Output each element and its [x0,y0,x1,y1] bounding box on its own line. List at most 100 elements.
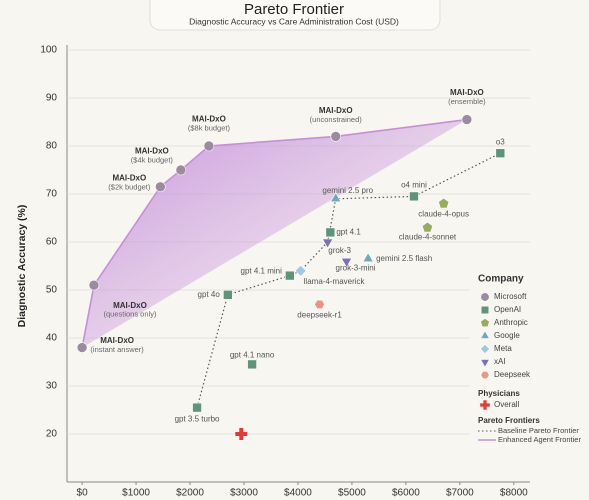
y-tick-label: 100 [40,45,57,56]
y-axis-label: Diagnostic Accuracy (%) [16,205,28,328]
legend-marker [480,317,490,328]
point-label: grok-3-mini [336,263,376,272]
marker [235,428,248,440]
marker [438,197,450,209]
legend-label: Anthropic [494,318,528,327]
point-label: gpt 4.1 mini [241,267,283,276]
y-tick-label: 70 [46,189,58,200]
y-tick-label: 50 [46,285,58,296]
point-label: gpt 4.1 [336,228,361,237]
marker [203,140,215,152]
marker [480,400,490,410]
point-label: gemini 2.5 flash [376,254,432,263]
frontier-fill [82,119,467,348]
series: claude-4-opus claude-4-sonnet [399,197,469,242]
y-tick-label: 20 [46,429,58,440]
x-tick-label: $2000 [176,488,204,499]
legend-label: Deepseek [494,370,531,379]
legend-section-title: Physicians [478,389,520,398]
legend-marker [480,371,490,379]
point-sublabel: ($4k budget) [131,155,174,164]
point-label: gemini 2.5 pro [322,186,373,195]
series: gemini 2.5 pro gemini 2.5 flash [322,186,432,263]
marker [314,299,325,310]
legend-marker [479,343,491,355]
y-tick-label: 80 [46,141,58,152]
marker [76,342,88,353]
legend-marker [480,359,490,368]
legend-title: Company [478,274,524,285]
legend-label: Overall [494,400,520,409]
chart-title: Pareto Frontier [244,1,344,18]
series: grok-3 grok-3-mini [321,238,376,272]
legend-label: Microsoft [494,292,527,301]
marker [495,148,506,158]
y-tick-label: 60 [46,237,58,248]
marker [294,264,307,277]
marker [461,114,473,125]
point-label: MAI-DxO [319,106,353,115]
legend-label: OpenAI [494,305,521,314]
series: deepseek-r1 [297,299,342,320]
marker [340,257,353,268]
marker [88,279,100,291]
marker [325,227,336,238]
point-label: claude-4-sonnet [399,233,457,242]
y-tick-label: 90 [46,93,58,104]
y-tick-label: 30 [46,381,58,392]
x-tick-label: $5000 [338,488,366,499]
x-tick-label: $8000 [500,488,528,499]
point-label: gpt 4o [198,290,221,299]
chart-subtitle: Diagnostic Accuracy vs Care Administrati… [189,16,399,26]
plot-area: MAI-DxO(instant answer)MAI-DxO(questions… [76,88,506,440]
legend-label: Baseline Pareto Frontier [498,426,579,435]
x-tick-label: $7000 [446,488,474,499]
point-label: MAI-DxO [112,173,146,182]
point-label: o4 mini [401,181,427,190]
legend-section-title: Pareto Frontiers [478,416,540,425]
y-tick-label: 40 [46,333,58,344]
marker [285,270,295,281]
legend-label: Meta [494,344,512,353]
point-label: MAI-DxO [192,115,226,124]
marker [330,192,342,203]
point-label: MAI-DxO [100,336,134,345]
point-label: gpt 3.5 turbo [175,415,220,424]
point-sublabel: ($2k budget) [108,182,151,191]
point-label: grok-3 [328,246,351,255]
title-box [149,0,441,31]
point-label: MAI-DxO [135,147,169,156]
marker [192,402,202,413]
point-label: deepseek-r1 [297,311,342,320]
legend-label: xAI [494,357,506,366]
point-label: MAI-DxO [450,88,484,97]
series: gpt 3.5 turbo gpt 4o gpt 4.1 nano gpt 4.1 m… [175,137,506,423]
point-label: o3 [496,137,505,146]
point-sublabel: (ensemble) [448,97,486,106]
legend: Company Microsoft OpenAI Anthropic Google Met… [478,274,581,444]
x-tick-label: $0 [77,488,89,499]
series: MAI-DxO(instant answer)MAI-DxO(questions… [76,88,486,354]
legend-marker [480,292,490,302]
marker [223,289,233,300]
legend-marker [480,330,490,339]
point-label: gpt 4.1 nano [230,351,275,360]
x-tick-label: $1000 [122,488,150,499]
x-tick-label: $4000 [284,488,312,499]
x-tick-label: $6000 [392,488,420,499]
legend-label: Enhanced Agent Frontier [498,435,581,444]
point-sublabel: (instant answer) [90,345,144,354]
point-sublabel: (unconstrained) [310,115,363,124]
marker [362,252,374,263]
point-label: llama-4-maverick [304,277,366,286]
marker [321,238,334,249]
x-tick-label: $3000 [230,488,258,499]
point-label: MAI-DxO [113,301,147,310]
point-label: claude-4-opus [418,210,469,219]
marker [330,131,342,142]
legend-marker [480,305,490,315]
marker [409,191,419,202]
marker [247,359,257,370]
